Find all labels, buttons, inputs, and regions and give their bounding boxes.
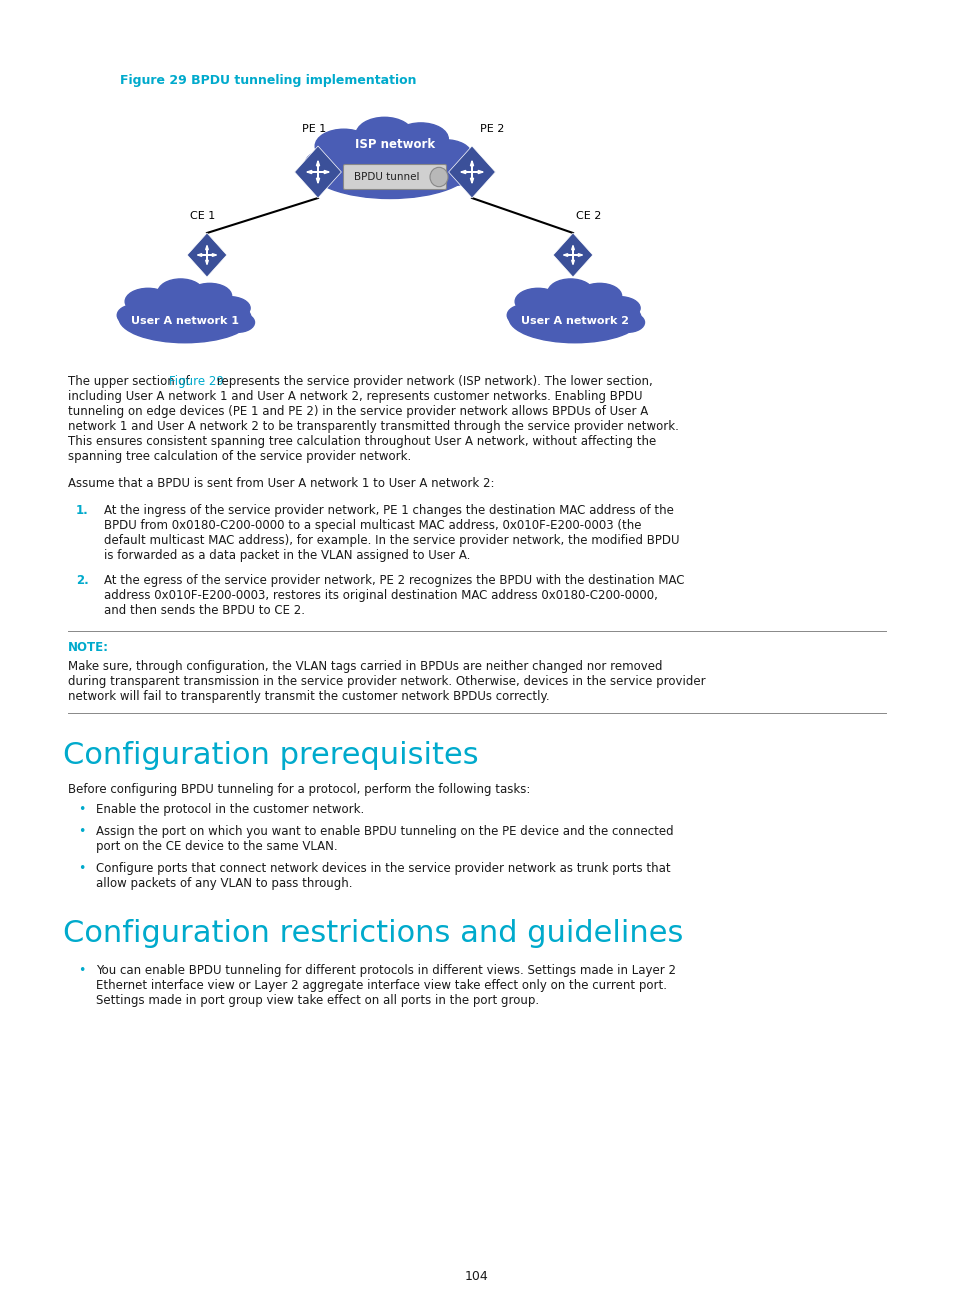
Ellipse shape (598, 297, 639, 320)
Ellipse shape (507, 305, 540, 325)
Text: and then sends the BPDU to CE 2.: and then sends the BPDU to CE 2. (104, 604, 305, 617)
FancyArrow shape (563, 254, 581, 257)
Text: Assume that a BPDU is sent from User A network 1 to User A network 2:: Assume that a BPDU is sent from User A n… (68, 477, 494, 490)
FancyArrow shape (470, 161, 473, 183)
Ellipse shape (547, 279, 593, 306)
Text: Configuration prerequisites: Configuration prerequisites (63, 741, 478, 770)
Text: At the ingress of the service provider network, PE 1 changes the destination MAC: At the ingress of the service provider n… (104, 504, 673, 517)
Text: tunneling on edge devices (PE 1 and PE 2) in the service provider network allows: tunneling on edge devices (PE 1 and PE 2… (68, 404, 648, 419)
Text: Enable the protocol in the customer network.: Enable the protocol in the customer netw… (96, 804, 364, 816)
FancyArrow shape (307, 171, 329, 174)
FancyArrow shape (460, 171, 482, 174)
FancyArrow shape (197, 254, 216, 257)
FancyArrow shape (197, 254, 216, 257)
Text: network will fail to transparently transmit the customer network BPDUs correctly: network will fail to transparently trans… (68, 689, 549, 702)
Text: network 1 and User A network 2 to be transparently transmitted through the servi: network 1 and User A network 2 to be tra… (68, 420, 679, 433)
Text: BPDU tunnel: BPDU tunnel (354, 172, 419, 181)
Text: ISP network: ISP network (355, 139, 435, 152)
Ellipse shape (515, 288, 560, 315)
Text: 104: 104 (465, 1270, 488, 1283)
Text: Configuration restrictions and guidelines: Configuration restrictions and guideline… (63, 919, 682, 947)
Text: PE 1: PE 1 (301, 124, 326, 133)
FancyArrow shape (316, 161, 319, 183)
Text: •: • (78, 964, 85, 977)
Text: Before configuring BPDU tunneling for a protocol, perform the following tasks:: Before configuring BPDU tunneling for a … (68, 783, 530, 796)
Ellipse shape (435, 159, 476, 185)
FancyArrow shape (571, 246, 574, 264)
Text: Settings made in port group view take effect on all ports in the port group.: Settings made in port group view take ef… (96, 994, 538, 1007)
Text: including User A network 1 and User A network 2, represents customer networks. E: including User A network 1 and User A ne… (68, 390, 641, 403)
Polygon shape (448, 146, 495, 198)
Ellipse shape (611, 312, 644, 332)
Text: during transparent transmission in the service provider network. Otherwise, devi: during transparent transmission in the s… (68, 675, 705, 688)
Text: At the egress of the service provider network, PE 2 recognizes the BPDU with the: At the egress of the service provider ne… (104, 574, 684, 587)
Ellipse shape (125, 288, 171, 315)
Polygon shape (553, 233, 592, 277)
FancyArrow shape (206, 246, 208, 264)
Text: default multicast MAC address), for example. In the service provider network, th: default multicast MAC address), for exam… (104, 534, 679, 547)
Text: BPDU from 0x0180-C200-0000 to a special multicast MAC address, 0x010F-E200-0003 : BPDU from 0x0180-C200-0000 to a special … (104, 518, 640, 531)
FancyArrow shape (206, 246, 208, 264)
Text: port on the CE device to the same VLAN.: port on the CE device to the same VLAN. (96, 840, 337, 853)
Text: Ethernet interface view or Layer 2 aggregate interface view take effect only on : Ethernet interface view or Layer 2 aggre… (96, 978, 666, 991)
Text: 1.: 1. (76, 504, 89, 517)
Text: •: • (78, 804, 85, 816)
Text: represents the service provider network (ISP network). The lower section,: represents the service provider network … (213, 375, 652, 388)
Ellipse shape (430, 167, 448, 187)
Text: This ensures consistent spanning tree calculation throughout User A network, wit: This ensures consistent spanning tree ca… (68, 435, 656, 448)
Ellipse shape (355, 118, 413, 153)
Text: User A network 1: User A network 1 (131, 316, 239, 327)
Ellipse shape (314, 130, 372, 163)
Text: Assign the port on which you want to enable BPDU tunneling on the PE device and : Assign the port on which you want to ena… (96, 826, 673, 839)
Text: NOTE:: NOTE: (68, 642, 109, 654)
Text: CE 2: CE 2 (576, 211, 601, 222)
Text: CE 1: CE 1 (191, 211, 215, 222)
Text: Figure 29 BPDU tunneling implementation: Figure 29 BPDU tunneling implementation (120, 74, 416, 87)
Ellipse shape (393, 123, 448, 156)
Text: You can enable BPDU tunneling for different protocols in different views. Settin: You can enable BPDU tunneling for differ… (96, 964, 676, 977)
Text: Figure 29: Figure 29 (169, 375, 224, 388)
FancyArrow shape (307, 171, 329, 174)
Text: The upper section of: The upper section of (68, 375, 193, 388)
Text: User A network 2: User A network 2 (520, 316, 628, 327)
FancyArrow shape (316, 161, 319, 183)
Ellipse shape (509, 293, 640, 342)
Text: address 0x010F-E200-0003, restores its original destination MAC address 0x0180-C: address 0x010F-E200-0003, restores its o… (104, 588, 658, 603)
Text: is forwarded as a data packet in the VLAN assigned to User A.: is forwarded as a data packet in the VLA… (104, 550, 470, 562)
FancyBboxPatch shape (343, 165, 446, 189)
FancyArrow shape (470, 161, 473, 183)
Ellipse shape (221, 312, 254, 332)
Ellipse shape (208, 297, 250, 320)
Polygon shape (187, 233, 227, 277)
Text: PE 2: PE 2 (479, 124, 503, 133)
Ellipse shape (305, 150, 347, 176)
Ellipse shape (117, 305, 151, 325)
Ellipse shape (119, 293, 251, 342)
FancyArrow shape (460, 171, 482, 174)
Ellipse shape (418, 140, 471, 168)
Text: •: • (78, 826, 85, 839)
Text: spanning tree calculation of the service provider network.: spanning tree calculation of the service… (68, 450, 411, 463)
Text: Configure ports that connect network devices in the service provider network as : Configure ports that connect network dev… (96, 862, 670, 875)
Text: Make sure, through configuration, the VLAN tags carried in BPDUs are neither cha: Make sure, through configuration, the VL… (68, 660, 661, 673)
Text: 2.: 2. (76, 574, 89, 587)
Ellipse shape (157, 279, 203, 306)
Ellipse shape (188, 284, 232, 308)
Ellipse shape (577, 284, 621, 308)
Text: allow packets of any VLAN to pass through.: allow packets of any VLAN to pass throug… (96, 877, 352, 890)
Ellipse shape (307, 136, 472, 198)
FancyArrow shape (563, 254, 581, 257)
FancyArrow shape (571, 246, 574, 264)
Polygon shape (294, 146, 341, 198)
Text: •: • (78, 862, 85, 875)
